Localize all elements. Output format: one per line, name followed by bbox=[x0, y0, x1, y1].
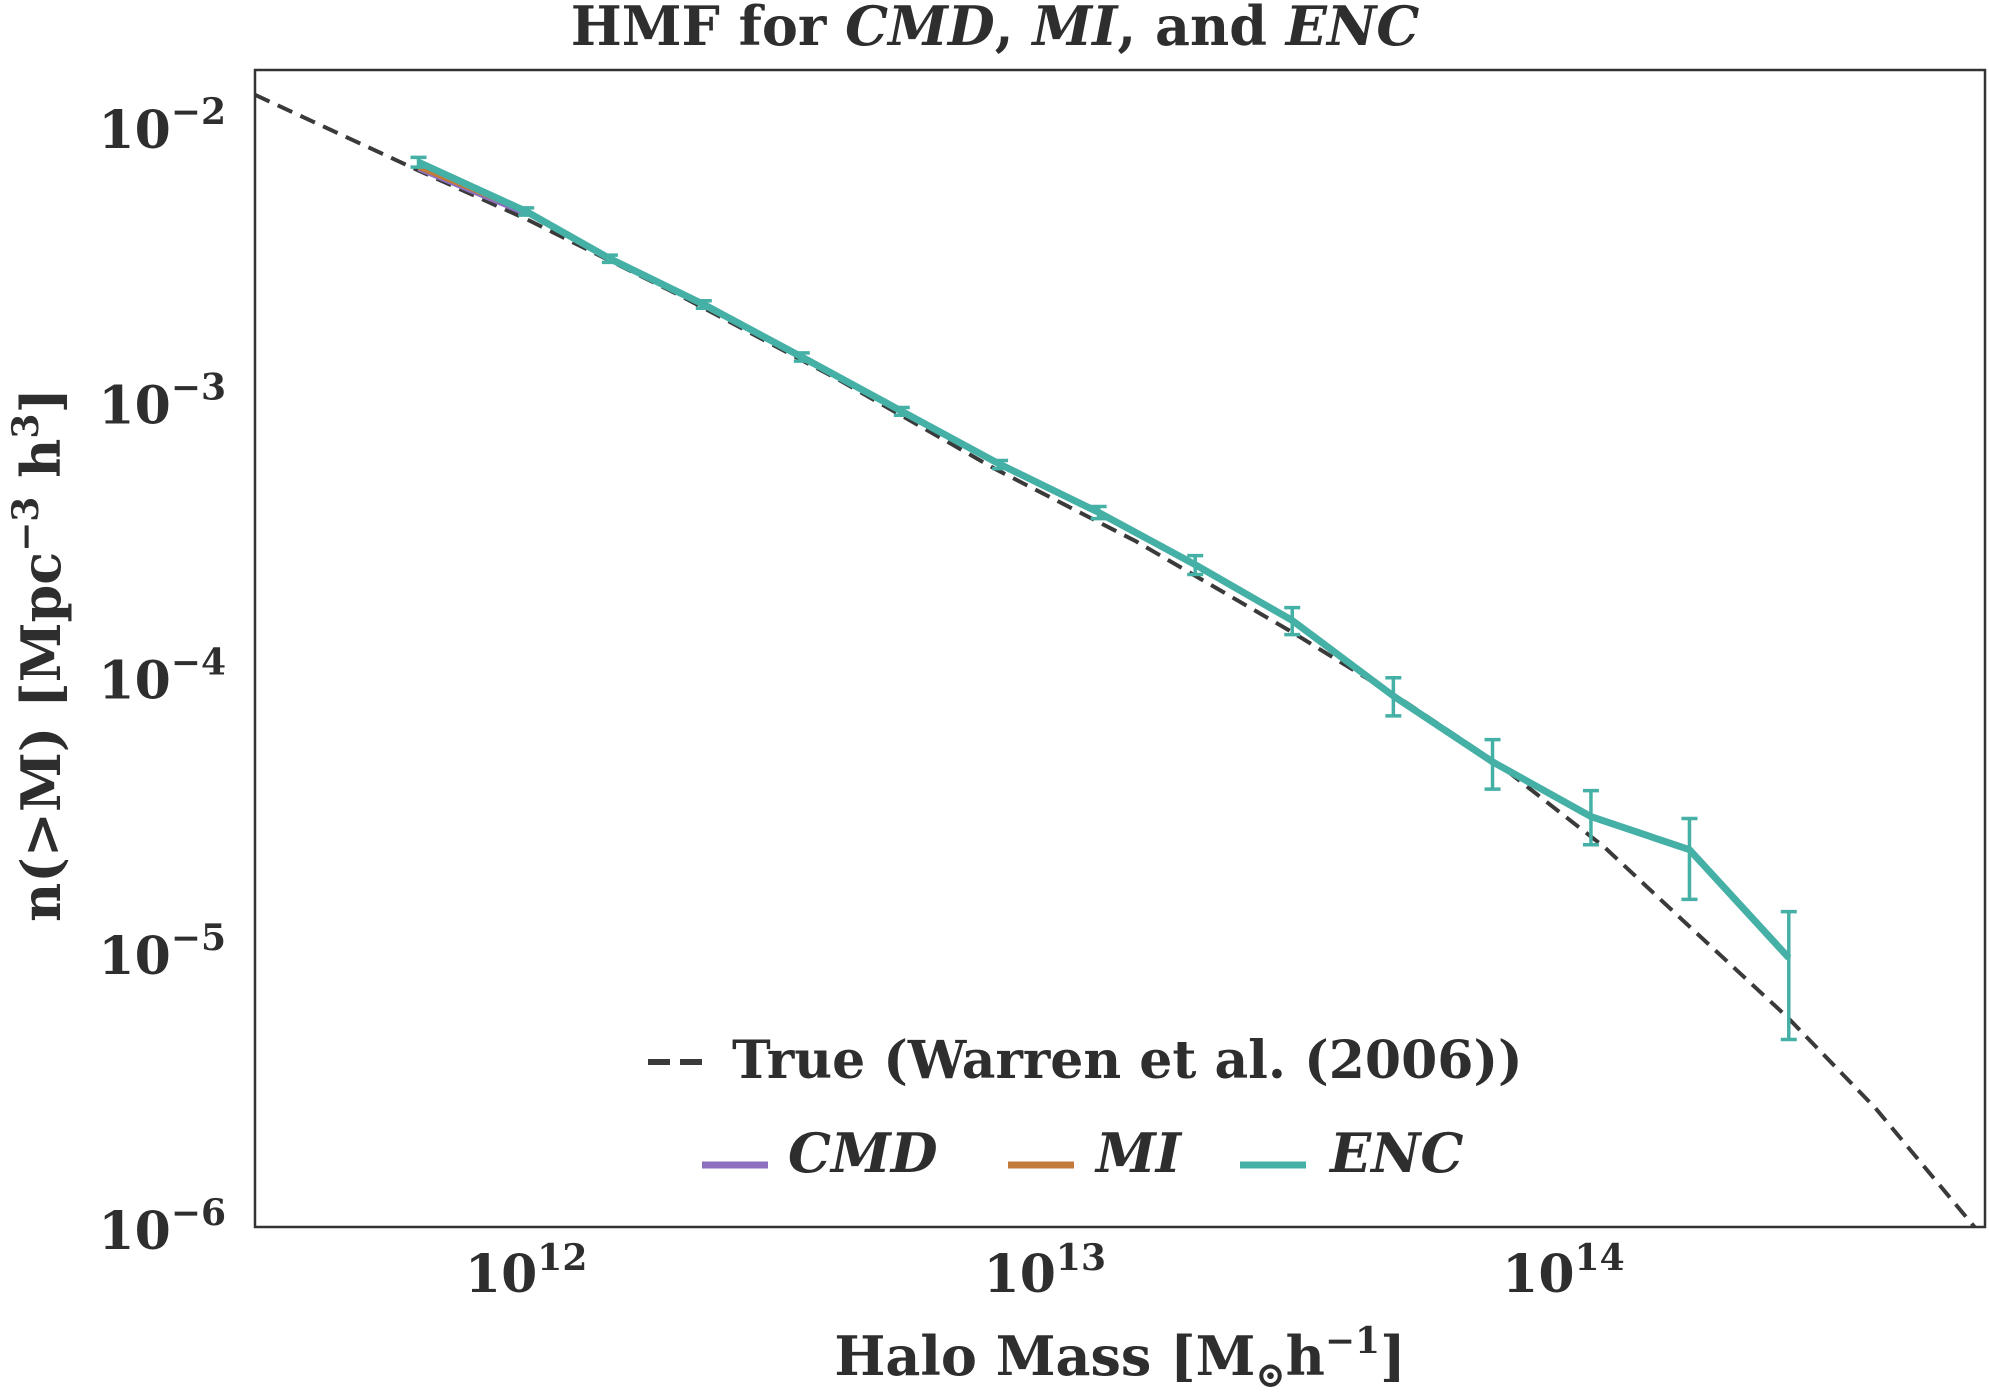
y-tick-label: 10−5 bbox=[98, 917, 226, 987]
chart-title: HMF for CMD, MI, and ENC bbox=[571, 0, 1420, 58]
legend-true-label: True (Warren et al. (2006)) bbox=[732, 1030, 1523, 1091]
plot-area bbox=[255, 92, 1978, 1227]
y-tick-label: 10−2 bbox=[98, 91, 226, 161]
x-axis-label: Halo Mass [M⊙h−1] bbox=[834, 1320, 1405, 1396]
true-curve-line bbox=[255, 92, 1978, 1227]
axis-ticks: 1012 1013 1014 10−2 10−3 10−4 10−5 10−6 bbox=[98, 91, 1624, 1305]
x-tick-label: 1013 bbox=[984, 1237, 1106, 1305]
y-axis-label: n(>M) [Mpc−3 h3] bbox=[5, 388, 73, 922]
x-tick-label: 1014 bbox=[1502, 1237, 1624, 1305]
legend-enc-label: ENC bbox=[1328, 1121, 1464, 1185]
y-tick-label: 10−4 bbox=[98, 642, 226, 712]
legend-cmd-label: CMD bbox=[788, 1121, 938, 1185]
legend-mi-label: MI bbox=[1094, 1121, 1183, 1185]
enc-series-line bbox=[417, 159, 1792, 961]
legend: True (Warren et al. (2006)) CMD MI ENC bbox=[648, 1030, 1523, 1185]
axes-frame bbox=[253, 68, 1987, 1229]
y-tick-label: 10−6 bbox=[98, 1192, 226, 1262]
x-tick-label: 1012 bbox=[465, 1237, 587, 1305]
y-tick-label: 10−3 bbox=[98, 366, 226, 436]
